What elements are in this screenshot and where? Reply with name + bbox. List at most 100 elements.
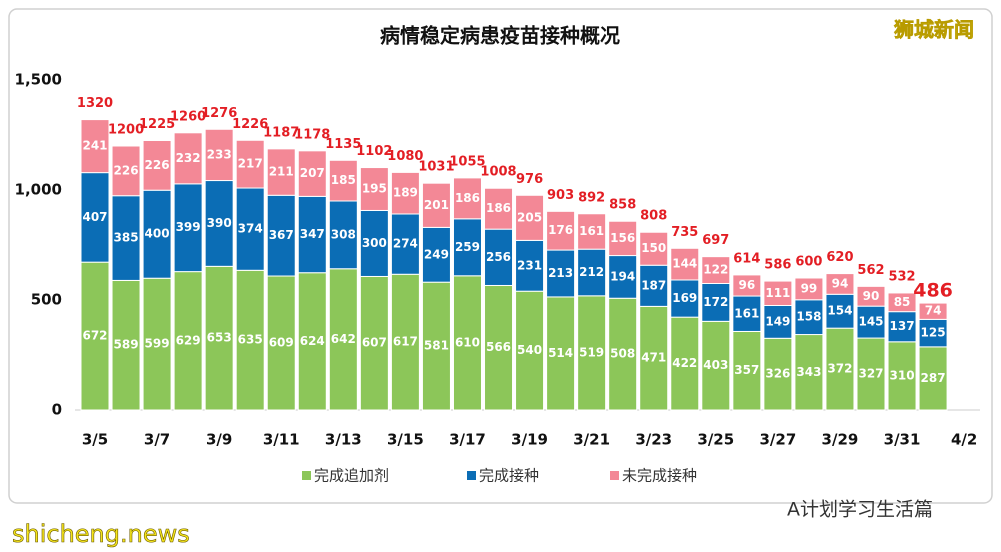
value-label: 308 bbox=[331, 227, 356, 241]
value-label: 629 bbox=[176, 333, 201, 347]
bar-segment bbox=[639, 305, 669, 411]
x-tick-label: 3/23 bbox=[635, 431, 672, 449]
legend-label: 未完成接种 bbox=[622, 467, 697, 485]
bar-segment bbox=[235, 139, 265, 189]
y-tick-label: 500 bbox=[31, 291, 62, 309]
value-label: 194 bbox=[610, 269, 635, 283]
bar-segment bbox=[390, 273, 420, 411]
x-tick-label: 3/17 bbox=[449, 431, 486, 449]
total-label: 1080 bbox=[387, 149, 423, 164]
value-label: 150 bbox=[641, 241, 666, 255]
value-label: 232 bbox=[176, 151, 201, 165]
value-label: 96 bbox=[738, 278, 755, 292]
bar-segment bbox=[80, 119, 110, 174]
value-label: 154 bbox=[827, 304, 852, 318]
bar-segment bbox=[484, 228, 514, 286]
bar-segment bbox=[639, 231, 669, 266]
chart-title: 病情稳定病患疫苗接种概况 bbox=[380, 24, 620, 48]
value-label: 274 bbox=[393, 237, 418, 251]
value-label: 566 bbox=[486, 340, 511, 354]
bar-segment bbox=[111, 195, 141, 281]
value-label: 259 bbox=[455, 240, 480, 254]
value-label: 367 bbox=[269, 228, 294, 242]
bar-segment bbox=[670, 316, 700, 411]
total-label: 1178 bbox=[294, 127, 330, 142]
value-label: 125 bbox=[921, 326, 946, 340]
value-label: 144 bbox=[672, 257, 697, 271]
value-label: 471 bbox=[641, 351, 666, 365]
total-label: 1225 bbox=[139, 117, 175, 132]
value-label: 161 bbox=[734, 306, 759, 320]
total-label: 697 bbox=[702, 233, 729, 248]
value-label: 422 bbox=[672, 356, 697, 370]
value-label: 399 bbox=[176, 220, 201, 234]
bar-segment bbox=[918, 302, 948, 320]
bar-segment bbox=[173, 183, 203, 273]
value-label: 300 bbox=[362, 236, 387, 250]
value-label: 327 bbox=[858, 367, 883, 381]
bar-segment bbox=[608, 297, 638, 411]
value-label: 610 bbox=[455, 335, 480, 349]
value-label: 635 bbox=[238, 333, 263, 347]
value-label: 514 bbox=[548, 346, 573, 360]
bar-segment bbox=[297, 195, 327, 274]
value-label: 407 bbox=[82, 210, 107, 224]
bar-segment bbox=[484, 187, 514, 230]
value-label: 176 bbox=[548, 223, 573, 237]
value-label: 212 bbox=[579, 265, 604, 279]
total-label: 976 bbox=[516, 172, 543, 187]
x-tick-label: 3/7 bbox=[144, 431, 170, 449]
bar-segment bbox=[825, 293, 855, 329]
bar-segment bbox=[856, 337, 886, 411]
total-label: 1135 bbox=[325, 137, 361, 152]
bar-segment bbox=[856, 285, 886, 307]
total-label: 903 bbox=[547, 188, 574, 203]
total-label: 858 bbox=[609, 198, 636, 213]
bar-segment bbox=[111, 279, 141, 411]
x-tick-label: 3/5 bbox=[82, 431, 108, 449]
bar-segment bbox=[639, 264, 669, 307]
value-label: 111 bbox=[765, 286, 790, 300]
value-label: 99 bbox=[801, 281, 818, 295]
bar-segment bbox=[390, 171, 420, 215]
value-label: 347 bbox=[300, 227, 325, 241]
value-label: 172 bbox=[703, 295, 728, 309]
total-label: 486 bbox=[913, 280, 953, 302]
value-label: 357 bbox=[734, 363, 759, 377]
legend-swatch bbox=[610, 471, 619, 480]
value-label: 372 bbox=[827, 362, 852, 376]
value-label: 74 bbox=[925, 304, 942, 318]
bar-segment bbox=[887, 292, 917, 313]
bar-segment bbox=[701, 283, 731, 322]
value-label: 343 bbox=[796, 365, 821, 379]
value-label: 642 bbox=[331, 332, 356, 346]
value-label: 226 bbox=[114, 163, 139, 177]
value-label: 624 bbox=[300, 334, 325, 348]
total-label: 892 bbox=[578, 190, 605, 205]
bar-segment bbox=[359, 167, 389, 211]
value-label: 672 bbox=[82, 329, 107, 343]
bar-segment bbox=[732, 330, 762, 411]
total-label: 808 bbox=[640, 209, 667, 224]
value-label: 185 bbox=[331, 173, 356, 187]
x-tick-label: 4/2 bbox=[951, 431, 977, 449]
bar-segment bbox=[452, 177, 482, 220]
watermark: 狮城新闻 bbox=[894, 18, 974, 42]
legend-swatch bbox=[467, 471, 476, 480]
value-label: 385 bbox=[114, 231, 139, 245]
value-label: 653 bbox=[207, 331, 232, 345]
x-tick-label: 3/9 bbox=[206, 431, 232, 449]
bar-segment bbox=[918, 346, 948, 411]
y-tick-label: 1,500 bbox=[15, 71, 62, 89]
x-tick-label: 3/25 bbox=[697, 431, 734, 449]
bar-segment bbox=[328, 200, 358, 270]
bar-segment bbox=[670, 247, 700, 281]
bar-segment bbox=[515, 290, 545, 411]
total-label: 586 bbox=[764, 258, 791, 273]
x-tick-label: 3/29 bbox=[822, 431, 859, 449]
bar-segment bbox=[142, 189, 172, 279]
value-label: 617 bbox=[393, 335, 418, 349]
value-label: 195 bbox=[362, 182, 387, 196]
bar-segment bbox=[763, 305, 793, 339]
